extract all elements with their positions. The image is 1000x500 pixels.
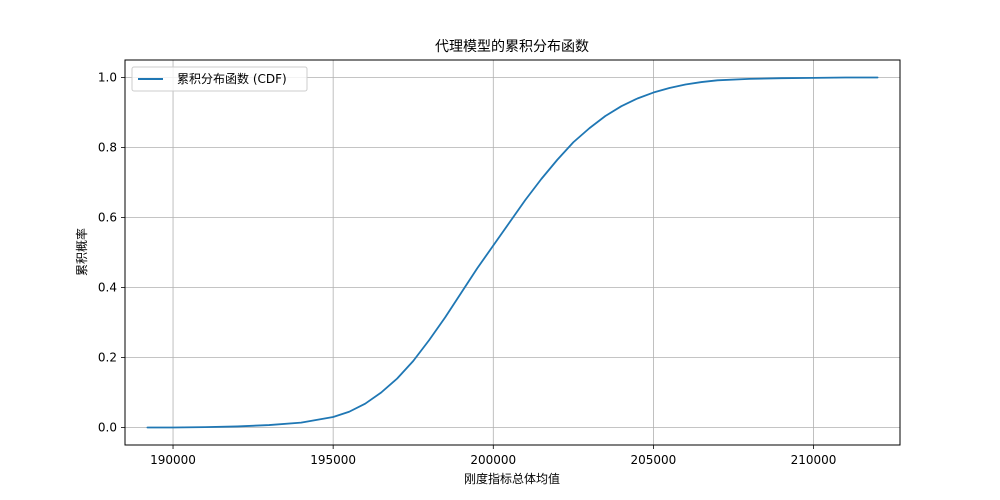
y-tick-label: 0.2 <box>98 351 117 365</box>
x-tick-label: 195000 <box>310 453 356 467</box>
plot-frame <box>124 59 901 446</box>
y-tick-label: 0.6 <box>98 211 117 225</box>
legend: 累积分布函数 (CDF) <box>131 66 308 92</box>
y-tick-label: 0.8 <box>98 141 117 155</box>
y-tick-label: 0.4 <box>98 281 117 295</box>
x-tick-label: 190000 <box>150 453 196 467</box>
legend-box <box>131 66 308 92</box>
y-tick-label: 0.0 <box>98 421 117 435</box>
y-tick-label: 1.0 <box>98 71 117 85</box>
x-tick-label: 210000 <box>791 453 837 467</box>
x-tick-label: 200000 <box>470 453 516 467</box>
legend-label: 累积分布函数 (CDF) <box>177 71 287 86</box>
chart-title: 代理模型的累积分布函数 <box>435 39 589 55</box>
y-axis-label: 累积概率 <box>74 228 89 276</box>
x-tick-label: 205000 <box>631 453 677 467</box>
ticks: 190000 195000 200000 205000 210000 0.0 0.2 0.4 0… <box>98 71 837 468</box>
x-axis-label: 刚度指标总体均值 <box>464 471 560 486</box>
cdf-line <box>146 76 879 429</box>
grid <box>125 60 900 445</box>
series-layer <box>146 76 879 429</box>
